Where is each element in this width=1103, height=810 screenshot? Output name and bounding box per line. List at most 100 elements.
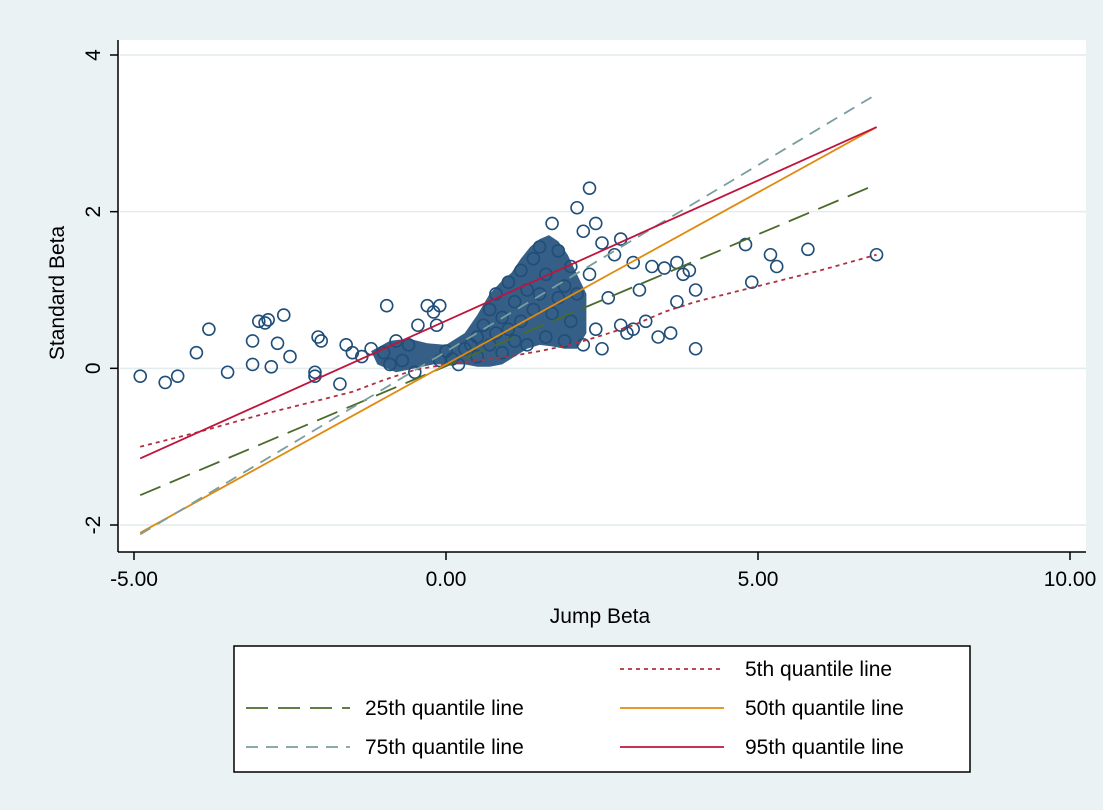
scatter-point [261,312,275,327]
scatter-point [576,338,591,352]
legend-label: 95th quantile line [745,736,904,759]
scatter-point [663,326,678,340]
scatter-point [276,308,291,322]
quantile-lines-layer [139,93,878,536]
scatter-point [264,359,279,374]
scatter-point [411,318,425,333]
scatter-point [383,357,397,372]
scatter-point [769,259,784,274]
scatter-point [395,353,410,368]
scatter-point [245,334,260,348]
scatter-point [507,294,522,309]
scatter-point [551,244,566,258]
scatter-point [379,298,394,313]
scatter-point [495,310,509,325]
scatter-point [532,240,547,254]
scatter-point [220,365,235,380]
scatter-point [283,349,297,364]
x-tick-label: 0.00 [426,568,467,591]
y-axis-title: Standard Beta [46,226,69,361]
legend-label: 5th quantile line [745,658,892,681]
scatter-points-layer [133,181,884,391]
scatter-point [501,275,516,289]
scatter-point [763,247,778,262]
legend-box [233,645,971,773]
quantile-line-25th [139,183,877,497]
scatter-point [482,302,497,317]
scatter-point [514,314,528,329]
axes-layer: -2 0 2 4 -5.00 0.00 5.00 10.00 [82,40,1096,591]
scatter-point [638,314,653,329]
scatter-point [632,283,647,297]
dense-cluster-layer [371,235,587,373]
scatter-point [557,279,572,293]
scatter-point [563,314,578,329]
scatter-point [588,322,603,336]
scatter-point [551,291,566,305]
quantile-line-50th [139,126,878,534]
scatter-point [158,375,172,390]
x-tick-label: -5.00 [110,568,158,591]
scatter-point [545,306,559,321]
scatter-point [588,216,603,231]
scatter-point [526,251,541,266]
scatter-point [601,291,616,305]
scatter-point [626,322,641,336]
scatter-point [507,334,522,348]
scatter-point [801,242,815,257]
scatter-point [532,287,547,301]
scatter-point [514,263,528,278]
scatter-point [651,330,665,344]
scatter-point [376,345,391,360]
scatter-point [407,365,422,380]
scatter-point [489,287,503,301]
scatter-point [688,283,703,297]
quantile-line-75th [139,93,878,536]
scatter-point [345,345,360,360]
y-tick-label: 0 [82,362,105,374]
scatter-point [570,200,584,215]
scatter-point [401,338,416,352]
scatter-point [595,236,609,250]
scatter-point [432,298,447,313]
scatter-point [869,247,884,262]
scatter-point [311,330,325,344]
scatter-point [626,255,641,270]
grid-layer [120,54,1086,526]
y-tick-label: 4 [82,49,105,61]
scatter-point [688,341,703,356]
y-tick-label: 2 [82,206,105,218]
legend-items: 5th quantile line 25th quantile line 50th … [246,658,904,759]
scatter-point [545,216,559,231]
scatter-point [576,224,591,239]
scatter-point [570,287,584,301]
scatter-point [539,267,553,282]
x-tick-label: 5.00 [738,568,779,591]
scatter-point [595,341,609,356]
scatter-point [738,237,753,252]
scatter-point [495,345,509,360]
scatter-point [170,369,185,383]
x-axis-title: Jump Beta [550,605,651,628]
scatter-point [270,336,285,351]
scatter-point [520,338,534,352]
scatter-point [189,345,204,360]
scatter-point [582,181,597,195]
scatter-point [308,365,322,380]
y-tick-label: -2 [82,516,105,535]
legend-label: 25th quantile line [365,697,524,720]
scatter-point [539,330,553,344]
legend: 5th quantile line 25th quantile line 50th … [233,645,971,773]
scatter-point [333,377,347,391]
scatter-point [557,334,572,348]
scatter-point [314,334,329,348]
scatter-point [251,314,266,329]
scatter-point [429,318,444,333]
scatter-dense-cluster [371,235,587,373]
quantile-line-95th [139,126,877,460]
scatter-point [657,261,672,275]
x-tick-label: 10.00 [1044,568,1097,591]
scatter-point [133,369,148,383]
